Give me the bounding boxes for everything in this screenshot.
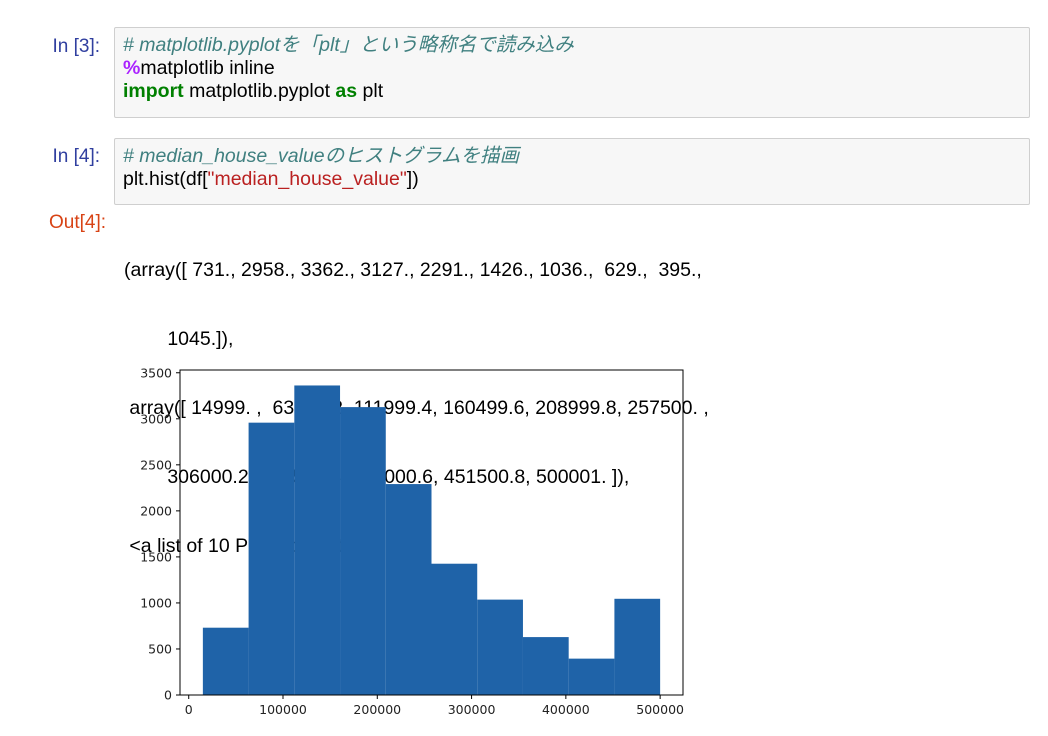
magic-command: matplotlib inline xyxy=(140,57,275,79)
plot-frame xyxy=(179,369,684,696)
x-tick-label: 200000 xyxy=(353,702,401,717)
histogram-bar xyxy=(431,563,478,695)
import-module: matplotlib.pyplot xyxy=(183,80,336,102)
y-tick-label: 3000 xyxy=(140,411,172,426)
cell-prompt-in-4: In [4]: xyxy=(52,146,100,167)
x-tick-label: 300000 xyxy=(448,702,496,717)
y-tick-label: 500 xyxy=(148,641,172,656)
cell-prompt-in-3: In [3]: xyxy=(52,36,100,57)
histogram-bar xyxy=(614,598,661,695)
comment-text: # matplotlib.pyplotを「plt」という略称名で読み込み xyxy=(123,34,574,56)
output-line: (array([ 731., 2958., 3362., 3127., 2291… xyxy=(124,259,702,281)
y-tick-label: 1000 xyxy=(140,595,172,610)
histogram-bar xyxy=(202,627,249,695)
code-line-hist-call: plt.hist(df["median_house_value"]) xyxy=(123,168,1021,191)
import-keyword: import xyxy=(123,80,184,102)
histogram-bar xyxy=(385,484,432,695)
x-tick-label: 500000 xyxy=(636,702,684,717)
import-alias: plt xyxy=(357,80,384,102)
magic-symbol: % xyxy=(123,57,141,79)
as-keyword: as xyxy=(335,80,358,102)
code-cell-3[interactable]: # matplotlib.pyplotを「plt」という略称名で読み込み %ma… xyxy=(114,27,1030,118)
y-tick-label: 0 xyxy=(164,688,172,703)
comment-text: # median_house_valueのヒストグラムを描画 xyxy=(123,145,520,167)
y-tick-label: 3500 xyxy=(140,365,172,380)
histogram-bar xyxy=(477,599,523,695)
histogram-bar xyxy=(568,658,615,695)
cell-prompt-out-4: Out[4]: xyxy=(48,212,106,233)
code-line-magic: %matplotlib inline xyxy=(123,57,1021,80)
code-cell-4[interactable]: # median_house_valueのヒストグラムを描画 plt.hist(… xyxy=(114,138,1030,205)
y-tick-label: 2500 xyxy=(140,457,172,472)
histogram-bar xyxy=(248,422,295,695)
y-tick-label: 2000 xyxy=(140,503,172,518)
call-start: plt.hist(df[ xyxy=(123,168,208,190)
x-tick-label: 400000 xyxy=(542,702,590,717)
output-line: 1045.]), xyxy=(124,328,234,350)
x-tick-label: 100000 xyxy=(259,702,307,717)
call-end: ]) xyxy=(406,168,419,190)
histogram-bar xyxy=(522,637,569,695)
histogram-chart: 0 500 1000 1500 2000 2500 3000 3500 0 100000 20000… xyxy=(140,365,684,717)
code-line-comment: # matplotlib.pyplotを「plt」という略称名で読み込み xyxy=(123,34,1021,57)
x-tick-label: 0 xyxy=(185,702,193,717)
call-string: "median_house_value" xyxy=(207,168,407,190)
code-line-comment: # median_house_valueのヒストグラムを描画 xyxy=(123,145,1021,168)
histogram-bar xyxy=(340,407,386,695)
code-line-import: import matplotlib.pyplot as plt xyxy=(123,80,1021,103)
histogram-bar xyxy=(294,385,341,695)
y-tick-label: 1500 xyxy=(140,549,172,564)
